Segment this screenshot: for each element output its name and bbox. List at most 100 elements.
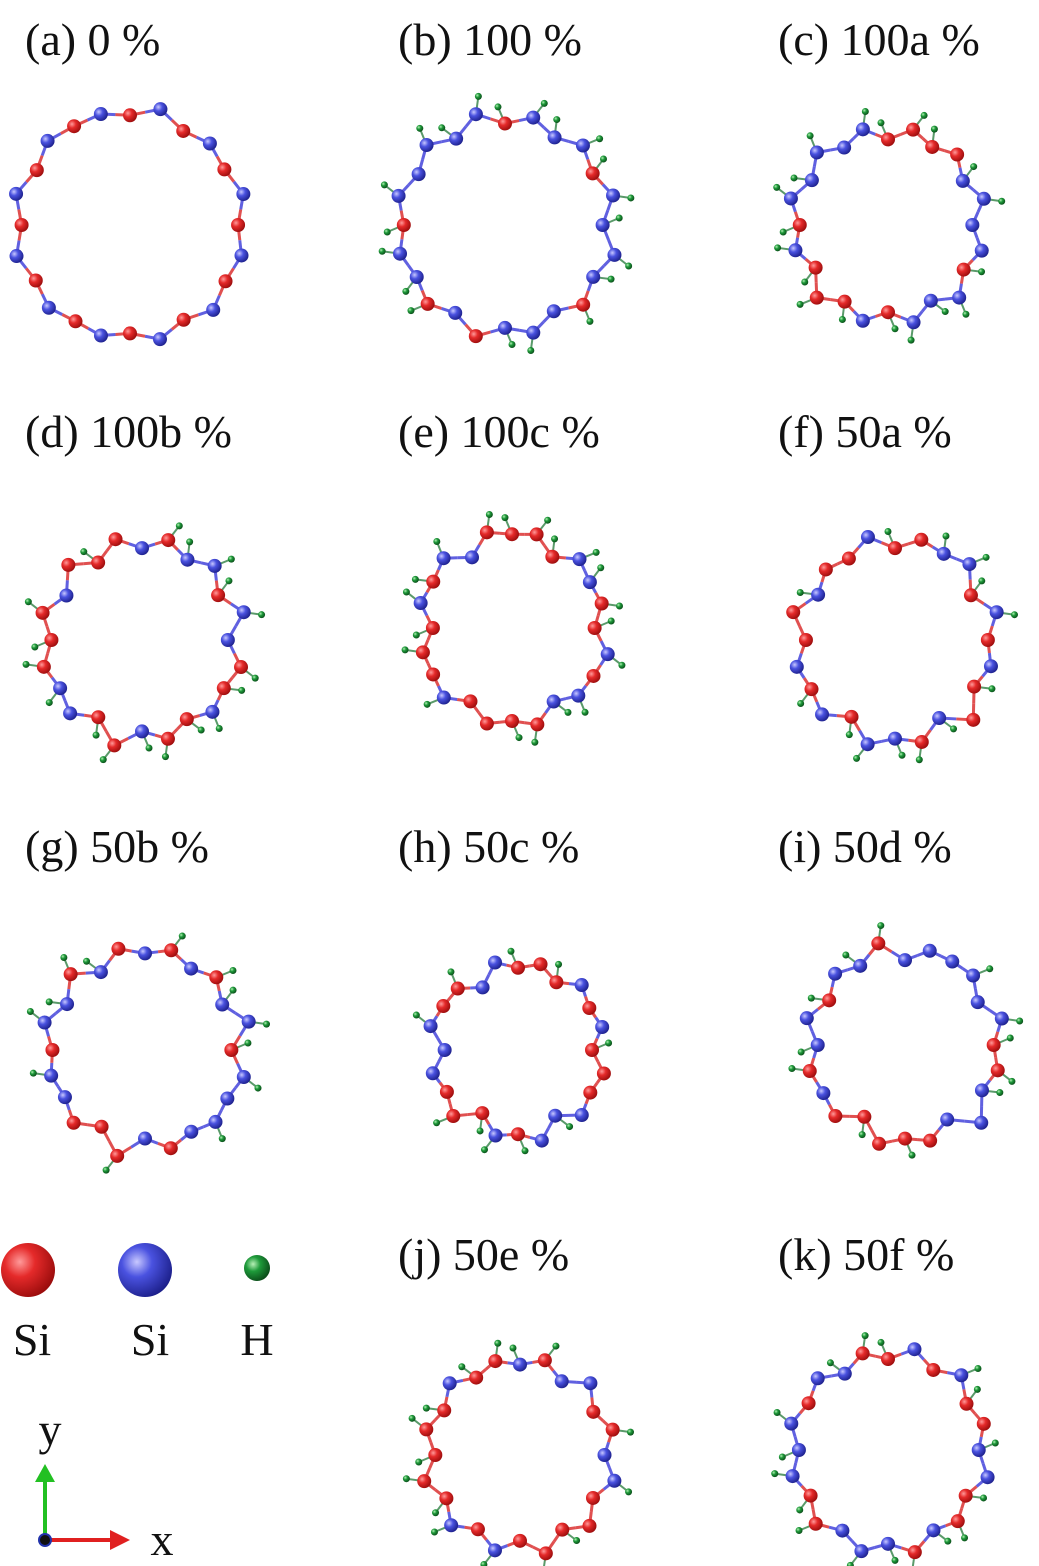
hydrogen-atom <box>1011 611 1018 618</box>
hydrogen-atom <box>486 511 493 518</box>
silicon-atom-blue <box>42 301 56 315</box>
silicon-atom-blue <box>816 1086 830 1100</box>
silicon-atom-red <box>822 993 836 1007</box>
legend-sphere-h <box>244 1255 270 1281</box>
silicon-atom-red <box>606 1423 620 1437</box>
silicon-atom-red <box>799 633 813 647</box>
silicon-atom-blue <box>856 314 870 328</box>
silicon-atom-red <box>161 533 175 547</box>
silicon-atom-red <box>45 1043 59 1057</box>
silicon-atom-blue <box>220 1091 234 1105</box>
hydrogen-atom <box>798 1049 805 1056</box>
silicon-atom-blue <box>180 553 194 567</box>
silicon-atom-red <box>828 1109 842 1123</box>
silicon-atom-red <box>586 1405 600 1419</box>
hydrogen-atom <box>974 1365 981 1372</box>
hydrogen-atom <box>198 727 205 734</box>
silicon-atom-blue <box>784 191 798 205</box>
hydrogen-atom <box>807 132 814 139</box>
hydrogen-atom <box>403 1475 410 1482</box>
hydrogen-atom <box>458 1363 465 1370</box>
silicon-atom-blue <box>881 1537 895 1551</box>
hydrogen-atom <box>618 662 625 669</box>
silicon-atom-blue <box>469 107 483 121</box>
ring-structure <box>413 948 612 1155</box>
silicon-atom-red <box>530 527 544 541</box>
silicon-atom-blue <box>966 969 980 983</box>
silicon-atom-blue <box>788 243 802 257</box>
hydrogen-atom <box>186 538 193 545</box>
hydrogen-atom <box>431 1529 438 1536</box>
hydrogen-atom <box>415 1459 422 1466</box>
silicon-atom-blue <box>393 247 407 261</box>
silicon-atom-red <box>164 1141 178 1155</box>
silicon-atom-blue <box>437 691 451 705</box>
silicon-atom-red <box>925 140 939 154</box>
hydrogen-atom <box>23 661 30 668</box>
silicon-atom-blue <box>606 188 620 202</box>
silicon-atom-red <box>583 1086 597 1100</box>
silicon-atom-red <box>471 1522 485 1536</box>
hydrogen-atom <box>797 301 804 308</box>
hydrogen-atom <box>225 577 232 584</box>
silicon-atom-blue <box>449 132 463 146</box>
silicon-atom-red <box>67 119 81 133</box>
silicon-atom-blue <box>513 1358 527 1372</box>
silicon-atom-blue <box>962 557 976 571</box>
silicon-atom-red <box>586 1491 600 1505</box>
silicon-atom-blue <box>420 138 434 152</box>
silicon-atom-blue <box>138 1132 152 1146</box>
hydrogen-atom <box>60 954 67 961</box>
silicon-atom-blue <box>437 551 451 565</box>
hydrogen-atom <box>379 248 386 255</box>
hydrogen-atom <box>859 1131 866 1138</box>
silicon-atom-red <box>439 1491 453 1505</box>
silicon-atom-blue <box>203 137 217 151</box>
hydrogen-atom <box>986 965 993 972</box>
silicon-atom-blue <box>10 249 24 263</box>
silicon-atom-red <box>950 148 964 162</box>
panel-label: (d) 100b % <box>25 406 232 457</box>
silicon-atom-red <box>597 1066 611 1080</box>
hydrogen-atom <box>100 756 107 763</box>
silicon-atom-red <box>926 1363 940 1377</box>
silicon-atom-red <box>426 575 440 589</box>
silicon-atom-red <box>219 274 233 288</box>
silicon-atom-red <box>810 291 824 305</box>
silicon-atom-blue <box>438 1043 452 1057</box>
silicon-atom-red <box>511 961 525 975</box>
hydrogen-atom <box>229 967 236 974</box>
hydrogen-atom <box>516 734 523 741</box>
hydrogen-atom <box>942 308 949 315</box>
hydrogen-atom <box>627 1429 634 1436</box>
hydrogen-atom <box>481 1146 488 1153</box>
silicon-atom-blue <box>60 997 74 1011</box>
silicon-atom-red <box>881 1352 895 1366</box>
silicon-atom-blue <box>932 711 946 725</box>
panel-label: (h) 50c % <box>398 821 579 872</box>
hydrogen-atom <box>788 1065 795 1072</box>
silicon-atom-blue <box>954 1368 968 1382</box>
hydrogen-atom <box>616 214 623 221</box>
silicon-atom-red <box>107 738 121 752</box>
silicon-atom-red <box>463 694 477 708</box>
silicon-atom-blue <box>412 167 426 181</box>
silicon-atom-red <box>586 166 600 180</box>
silicon-atom-red <box>586 669 600 683</box>
ring-structure <box>23 522 266 763</box>
hydrogen-atom <box>1007 1034 1014 1041</box>
silicon-atom-blue <box>977 192 991 206</box>
hydrogen-atom <box>409 1415 416 1422</box>
silicon-atom-blue <box>926 1523 940 1537</box>
hydrogen-atom <box>402 288 409 295</box>
hydrogen-atom <box>842 951 849 958</box>
hydrogen-atom <box>531 739 538 746</box>
silicon-atom-red <box>585 1043 599 1057</box>
hydrogen-atom <box>877 119 884 126</box>
silicon-atom-red <box>959 1489 973 1503</box>
hydrogen-atom <box>564 709 571 716</box>
hydrogen-atom <box>605 1039 612 1046</box>
hydrogen-atom <box>263 1021 270 1028</box>
ring-structure <box>773 108 1005 344</box>
silicon-atom-red <box>36 606 50 620</box>
